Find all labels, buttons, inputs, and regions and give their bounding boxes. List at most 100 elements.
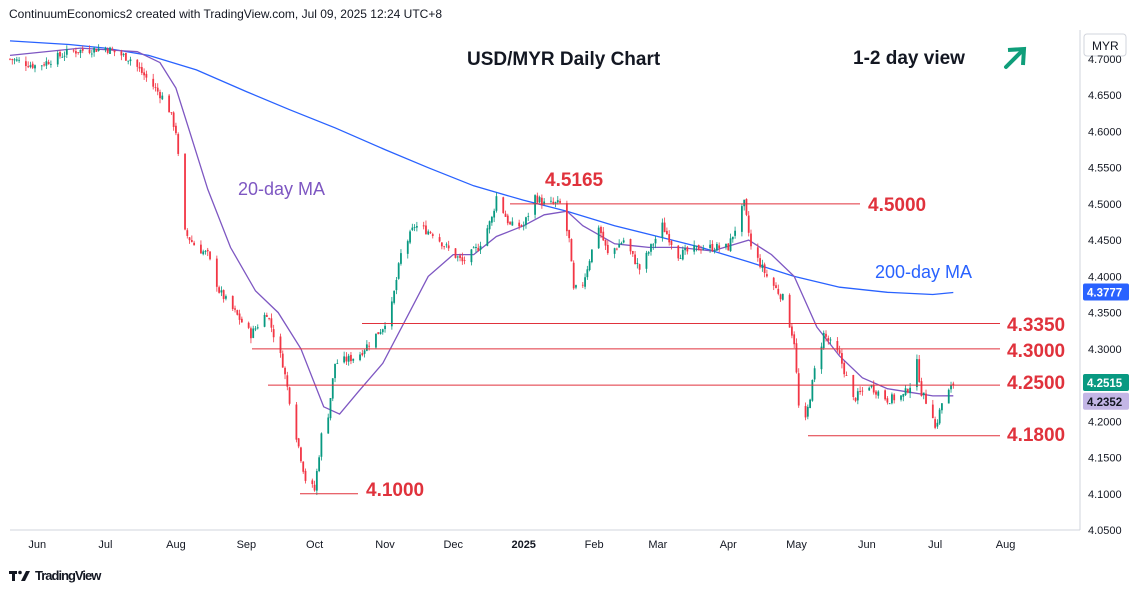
candle-body	[709, 244, 711, 249]
y-tick-label: 4.0500	[1088, 525, 1122, 537]
candle-body	[379, 332, 382, 334]
candle-body	[875, 391, 877, 395]
candle-body	[679, 258, 682, 259]
ma200-line	[9, 40, 954, 296]
candle-body	[461, 257, 464, 262]
candle-body	[629, 239, 632, 252]
candle-body	[902, 394, 905, 397]
candle-body	[891, 394, 893, 404]
tradingview-footer: TradingView	[9, 568, 101, 583]
candle-body	[336, 363, 339, 365]
x-tick-label: Mar	[648, 539, 667, 551]
candle-body	[445, 244, 448, 246]
candle-body	[106, 48, 109, 53]
candle-body	[747, 215, 750, 233]
candle-body	[652, 244, 655, 246]
x-tick-label: Jun	[28, 539, 46, 551]
candle-body	[477, 247, 480, 251]
candle-body	[331, 378, 334, 399]
candle-body	[288, 387, 291, 404]
candle-body	[845, 375, 848, 376]
candle-body	[684, 248, 686, 251]
candle-body	[463, 260, 466, 261]
candle-body	[59, 51, 61, 57]
candle-body	[47, 61, 50, 65]
candle-body	[572, 262, 575, 289]
x-tick-label: Sep	[237, 539, 257, 551]
candle-body	[415, 226, 418, 228]
x-tick-label: May	[786, 539, 807, 551]
candle-body	[506, 215, 509, 224]
x-tick-label: 2025	[511, 539, 535, 551]
candle-body	[734, 230, 736, 236]
candle-body	[393, 290, 396, 303]
candle-body	[427, 231, 430, 235]
candle-body	[472, 247, 475, 249]
candle-body	[920, 381, 923, 397]
candle-body	[900, 395, 902, 400]
candle-body	[490, 216, 493, 223]
candle-body	[138, 66, 141, 69]
candle-body	[125, 53, 127, 61]
ma200-price-badge-bg	[1083, 283, 1129, 301]
x-tick-label: Jul	[98, 539, 112, 551]
candle-body	[534, 195, 536, 215]
candle-body	[193, 242, 196, 246]
candle-body	[602, 231, 605, 241]
candle-body	[320, 433, 323, 457]
candle-body	[836, 340, 839, 351]
candle-body	[925, 393, 927, 404]
candle-body	[302, 461, 305, 472]
level-label: 4.1000	[366, 480, 424, 501]
candle-body	[888, 403, 891, 405]
candle-body	[568, 229, 571, 239]
candle-body	[829, 339, 832, 341]
candle-body	[806, 406, 809, 417]
candle-body	[502, 197, 505, 213]
tradingview-logo-icon	[9, 570, 30, 581]
candle-body	[265, 314, 268, 317]
y-tick-label: 4.4000	[1088, 271, 1122, 283]
candle-body	[650, 244, 652, 252]
candle-body	[120, 51, 123, 56]
candle-body	[220, 290, 223, 293]
candle-body	[654, 238, 657, 244]
tradingview-logo-text: TradingView	[35, 568, 101, 583]
y-tick-label: 4.1000	[1088, 489, 1122, 501]
candle-body	[597, 227, 600, 249]
candle-body	[470, 249, 473, 263]
x-tick-label: Dec	[443, 539, 463, 551]
ma20-price-badge-bg	[1083, 392, 1129, 410]
candle-body	[581, 284, 584, 286]
candle-body	[843, 362, 846, 375]
candle-body	[766, 274, 768, 277]
candle-body	[741, 206, 743, 232]
candle-body	[111, 48, 114, 51]
candle-body	[606, 244, 609, 254]
candle-body	[804, 406, 807, 418]
candle-body	[938, 409, 941, 424]
candle-body	[777, 288, 780, 294]
candle-body	[697, 245, 700, 251]
candle-body	[525, 217, 527, 226]
candle-body	[422, 225, 425, 227]
candle-body	[718, 245, 721, 249]
candle-body	[218, 287, 221, 293]
ma200-label: 200-day MA	[875, 262, 972, 282]
y-tick-label: 4.6000	[1088, 126, 1122, 138]
candle-body	[565, 203, 568, 232]
y-tick-label: 4.1500	[1088, 453, 1122, 465]
candle-body	[756, 247, 759, 258]
candle-body	[559, 200, 561, 203]
candle-body	[109, 47, 111, 54]
candle-body	[495, 196, 498, 211]
candle-body	[886, 398, 889, 403]
candle-body	[761, 264, 764, 268]
candle-body	[206, 249, 209, 252]
candle-body	[72, 50, 75, 52]
candle-body	[854, 397, 857, 401]
candle-body	[813, 368, 816, 380]
candle-body	[11, 59, 14, 61]
candle-body	[745, 198, 748, 215]
